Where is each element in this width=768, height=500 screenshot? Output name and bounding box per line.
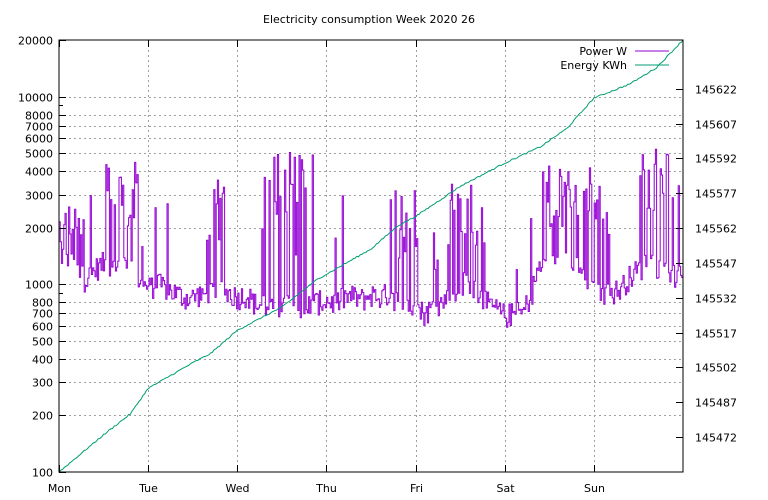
x-tick-label: Sat: [496, 482, 515, 495]
y-left-tick-label: 7000: [25, 121, 53, 134]
y-left-tick-label: 2000: [25, 223, 53, 236]
y-right-tick-label: 145607: [695, 119, 737, 132]
y-right-tick-label: 145562: [695, 223, 737, 236]
y-left-tick-label: 4000: [25, 166, 53, 179]
y-right-tick-label: 145547: [695, 258, 737, 271]
y-left-tick-label: 1000: [25, 279, 53, 292]
y-left-tick-label: 200: [32, 410, 53, 423]
y-left-tick-label: 300: [32, 377, 53, 390]
legend-entry-label: Energy KWh: [560, 59, 627, 72]
x-tick-label: Fri: [410, 482, 423, 495]
chart-title: Electricity consumption Week 2020 26: [263, 13, 475, 26]
y-left-tick-label: 500: [32, 336, 53, 349]
y-left-tick-label: 100: [32, 467, 53, 480]
y-left-tick-label: 6000: [25, 133, 53, 146]
legend-entry-label: Power W: [579, 45, 627, 58]
power-series-line: [59, 148, 684, 328]
x-tick-label: Sun: [584, 482, 605, 495]
grid-layer: [59, 40, 683, 472]
y-left-tick-label: 20000: [18, 35, 53, 48]
y-left-tick-label: 600: [32, 321, 53, 334]
x-tick-label: Wed: [226, 482, 250, 495]
y-right-tick-label: 145502: [695, 362, 737, 375]
y-left-tick-label: 700: [32, 308, 53, 321]
y-left-tick-label: 10000: [18, 92, 53, 105]
x-tick-label: Thu: [315, 482, 337, 495]
plot-frame: [58, 39, 684, 473]
energy-series-line: [58, 39, 684, 473]
y-right-tick-label: 145472: [695, 432, 737, 445]
y-left-tick-label: 800: [32, 297, 53, 310]
series-layer: [58, 39, 684, 473]
y-left-tick-label: 8000: [25, 110, 53, 123]
y-right-tick-label: 145517: [695, 328, 737, 341]
x-tick-label: Tue: [138, 482, 158, 495]
y-left-tick-label: 400: [32, 354, 53, 367]
y-left-tick-label: 5000: [25, 148, 53, 161]
y-right-tick-label: 145577: [695, 188, 737, 201]
y-right-tick-label: 145487: [695, 397, 737, 410]
y-right-tick-label: 145592: [695, 153, 737, 166]
y-right-tick-label: 145622: [695, 84, 737, 97]
x-tick-label: Mon: [48, 482, 71, 495]
y-left-tick-label: 3000: [25, 190, 53, 203]
y-right-tick-label: 145532: [695, 293, 737, 306]
